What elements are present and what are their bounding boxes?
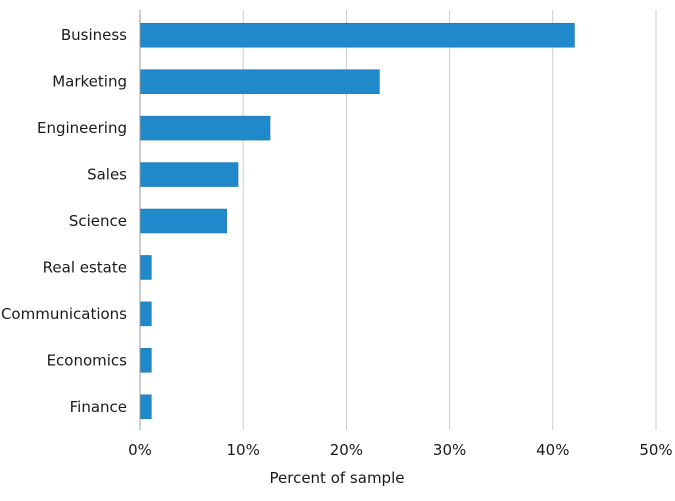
x-tick-label-40: 40% [536, 441, 569, 459]
bar-communications [139, 301, 152, 327]
x-tick-labels: 0% 10% 20% 30% 40% 50% [128, 441, 673, 459]
bar-economics [139, 348, 152, 373]
x-tick-label-50: 50% [639, 441, 672, 459]
category-label-business: Business [61, 26, 127, 44]
bar-finance [139, 394, 152, 420]
bar-real-estate [139, 255, 152, 280]
category-label-finance: Finance [70, 398, 127, 416]
bars [139, 22, 575, 420]
x-tick-label-20: 20% [330, 441, 363, 459]
bar-business [139, 22, 575, 48]
category-labels: Business Marketing Engineering Sales Science… [1, 26, 127, 416]
x-tick-label-10: 10% [227, 441, 260, 459]
category-label-economics: Economics [47, 351, 128, 369]
category-label-science: Science [69, 212, 127, 230]
bar-sales [139, 162, 239, 187]
bar-science [139, 208, 227, 234]
category-label-engineering: Engineering [37, 119, 127, 137]
category-label-real-estate: Real estate [43, 258, 127, 276]
x-tick-label-0: 0% [128, 441, 152, 459]
x-axis-title: Percent of sample [270, 469, 405, 487]
category-label-sales: Sales [87, 166, 127, 184]
bar-engineering [139, 115, 271, 141]
x-tick-label-30: 30% [433, 441, 466, 459]
category-label-communications: Communications [1, 305, 127, 323]
bar-marketing [139, 69, 380, 94]
category-label-marketing: Marketing [52, 73, 127, 91]
